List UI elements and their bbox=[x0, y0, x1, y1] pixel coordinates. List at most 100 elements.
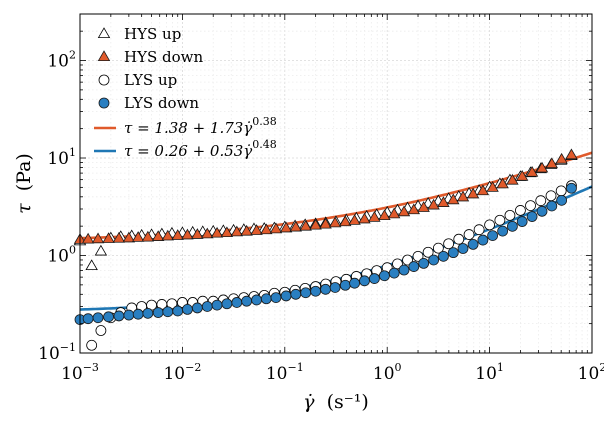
axis-ticks bbox=[79, 13, 592, 354]
data-point bbox=[473, 224, 485, 236]
y-tick-label: 102 bbox=[47, 49, 76, 72]
data-point bbox=[85, 259, 98, 271]
data-point bbox=[103, 311, 114, 323]
data-point bbox=[463, 229, 475, 240]
data-point bbox=[260, 293, 272, 305]
y-tick-label: 101 bbox=[47, 146, 76, 169]
data-point bbox=[152, 307, 164, 318]
data-point bbox=[142, 307, 154, 319]
data-point bbox=[466, 187, 480, 199]
data-point bbox=[299, 219, 312, 231]
data-point bbox=[535, 161, 549, 173]
legend-marker bbox=[98, 97, 110, 109]
data-point bbox=[94, 244, 108, 256]
data-point bbox=[453, 233, 465, 245]
data-point bbox=[181, 228, 194, 240]
data-point bbox=[457, 243, 469, 254]
legend: HYS up HYS down LYS up LYS down τ = 1.38 + 1… bbox=[94, 25, 277, 160]
data-point bbox=[496, 177, 509, 189]
x-tick-base: 10 bbox=[266, 364, 288, 384]
data-point bbox=[388, 267, 400, 279]
data-point bbox=[477, 234, 489, 246]
data-point bbox=[525, 200, 536, 211]
data-point bbox=[417, 201, 430, 212]
data-point bbox=[397, 205, 411, 217]
data-point bbox=[201, 227, 214, 239]
x-tick-exponent: 1 bbox=[497, 361, 504, 374]
data-point bbox=[467, 238, 479, 250]
data-point bbox=[556, 194, 568, 206]
data-point bbox=[349, 277, 360, 289]
data-point bbox=[191, 302, 203, 314]
legend-label: HYS up bbox=[124, 25, 181, 43]
data-point bbox=[92, 312, 104, 324]
y-tick-label: 10−1 bbox=[38, 341, 76, 364]
legend-marker bbox=[98, 74, 110, 86]
legend-label: LYS down bbox=[124, 94, 199, 112]
legend-fit-label: τ = 1.38 + 1.73γ̇0.38 bbox=[124, 115, 277, 137]
data-point bbox=[280, 290, 292, 302]
data-point bbox=[408, 261, 420, 272]
data-point bbox=[507, 220, 518, 232]
data-point bbox=[91, 232, 105, 244]
data-point bbox=[368, 211, 381, 222]
data-point bbox=[339, 279, 351, 291]
x-tick-label: 102 bbox=[578, 361, 604, 384]
data-point bbox=[161, 229, 174, 241]
x-tick-label: 10−3 bbox=[61, 361, 99, 384]
data-point bbox=[201, 301, 213, 312]
y-tick-base: 10 bbox=[47, 52, 69, 72]
x-tick-base: 10 bbox=[61, 364, 83, 384]
data-point bbox=[555, 185, 567, 197]
x-axis-unit: (s⁻¹) bbox=[327, 391, 369, 413]
data-point bbox=[515, 205, 526, 216]
data-point bbox=[230, 225, 244, 237]
data-point bbox=[251, 294, 262, 306]
data-point bbox=[432, 242, 444, 254]
data-point bbox=[412, 250, 424, 262]
legend-fit-equation: τ = 0.26 + 0.53γ̇ bbox=[124, 142, 252, 160]
data-point bbox=[279, 221, 293, 233]
data-point bbox=[122, 231, 136, 243]
data-point bbox=[86, 339, 98, 351]
data-point bbox=[171, 229, 184, 240]
data-point bbox=[123, 309, 135, 321]
data-point bbox=[300, 287, 312, 299]
y-tick-base: 10 bbox=[47, 247, 69, 267]
data-point bbox=[348, 214, 361, 225]
data-point bbox=[497, 225, 509, 237]
x-tick-label: 100 bbox=[373, 361, 402, 384]
x-tick-label: 101 bbox=[475, 361, 504, 384]
data-markers bbox=[73, 148, 578, 351]
y-tick-base: 10 bbox=[47, 149, 69, 169]
y-tick-exponent: 2 bbox=[69, 49, 76, 62]
legend-fit-equation: τ = 1.38 + 1.73γ̇ bbox=[124, 119, 252, 137]
data-point bbox=[476, 184, 490, 196]
data-point bbox=[240, 224, 253, 236]
data-point bbox=[535, 195, 547, 207]
data-point bbox=[407, 203, 421, 215]
data-point bbox=[220, 226, 234, 238]
x-tick-base: 10 bbox=[163, 364, 185, 384]
data-point bbox=[162, 306, 174, 318]
data-point bbox=[172, 305, 184, 317]
data-point bbox=[131, 231, 145, 242]
y-axis-symbol: τ bbox=[13, 203, 35, 214]
data-point bbox=[546, 200, 558, 212]
data-point bbox=[141, 230, 155, 242]
x-tick-exponent: −3 bbox=[83, 361, 99, 374]
data-point bbox=[241, 295, 253, 307]
data-point bbox=[269, 222, 283, 234]
data-point bbox=[151, 230, 165, 241]
data-point bbox=[437, 196, 450, 207]
data-point bbox=[210, 226, 224, 238]
x-tick-exponent: −2 bbox=[185, 361, 201, 374]
data-point bbox=[82, 313, 94, 325]
legend-fit-exponent: 0.48 bbox=[252, 138, 277, 151]
data-point bbox=[484, 219, 496, 231]
y-tick-base: 10 bbox=[38, 344, 60, 364]
data-point bbox=[319, 217, 332, 229]
data-point bbox=[231, 297, 243, 308]
